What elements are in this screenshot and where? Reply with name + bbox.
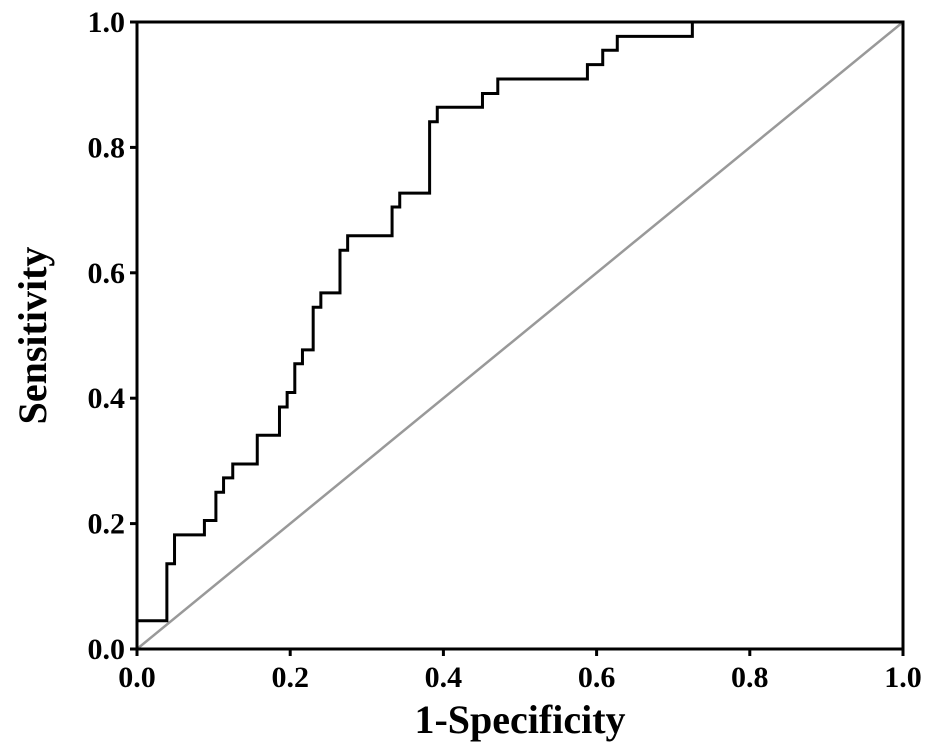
y-tick-label: 0.6 — [88, 257, 126, 290]
x-tick-label: 0.0 — [118, 661, 156, 694]
plot-frame — [135, 20, 905, 651]
x-tick-label: 1.0 — [884, 661, 922, 694]
y-tick-label: 1.0 — [88, 6, 126, 39]
x-tick-label: 0.8 — [731, 661, 769, 694]
x-tick-label: 0.4 — [425, 661, 463, 694]
y-axis-ticks: 0.0 0.2 0.4 0.6 0.8 1.0 — [88, 6, 137, 666]
x-tick-label: 0.2 — [271, 661, 309, 694]
x-axis-ticks: 0.0 0.2 0.4 0.6 0.8 1.0 — [118, 649, 922, 694]
reference-layer — [136, 21, 904, 650]
x-tick-label: 0.6 — [578, 661, 616, 694]
y-axis-title: Sensitivity — [10, 247, 55, 425]
y-tick-label: 0.8 — [88, 131, 126, 164]
reference-diagonal-line — [136, 21, 904, 650]
y-tick-label: 0.2 — [88, 508, 126, 541]
x-axis-title: 1-Specificity — [414, 697, 625, 742]
curve-layer — [135, 20, 903, 649]
roc-curve-line — [135, 20, 903, 649]
y-tick-label: 0.0 — [88, 633, 126, 666]
y-tick-label: 0.4 — [88, 382, 126, 415]
